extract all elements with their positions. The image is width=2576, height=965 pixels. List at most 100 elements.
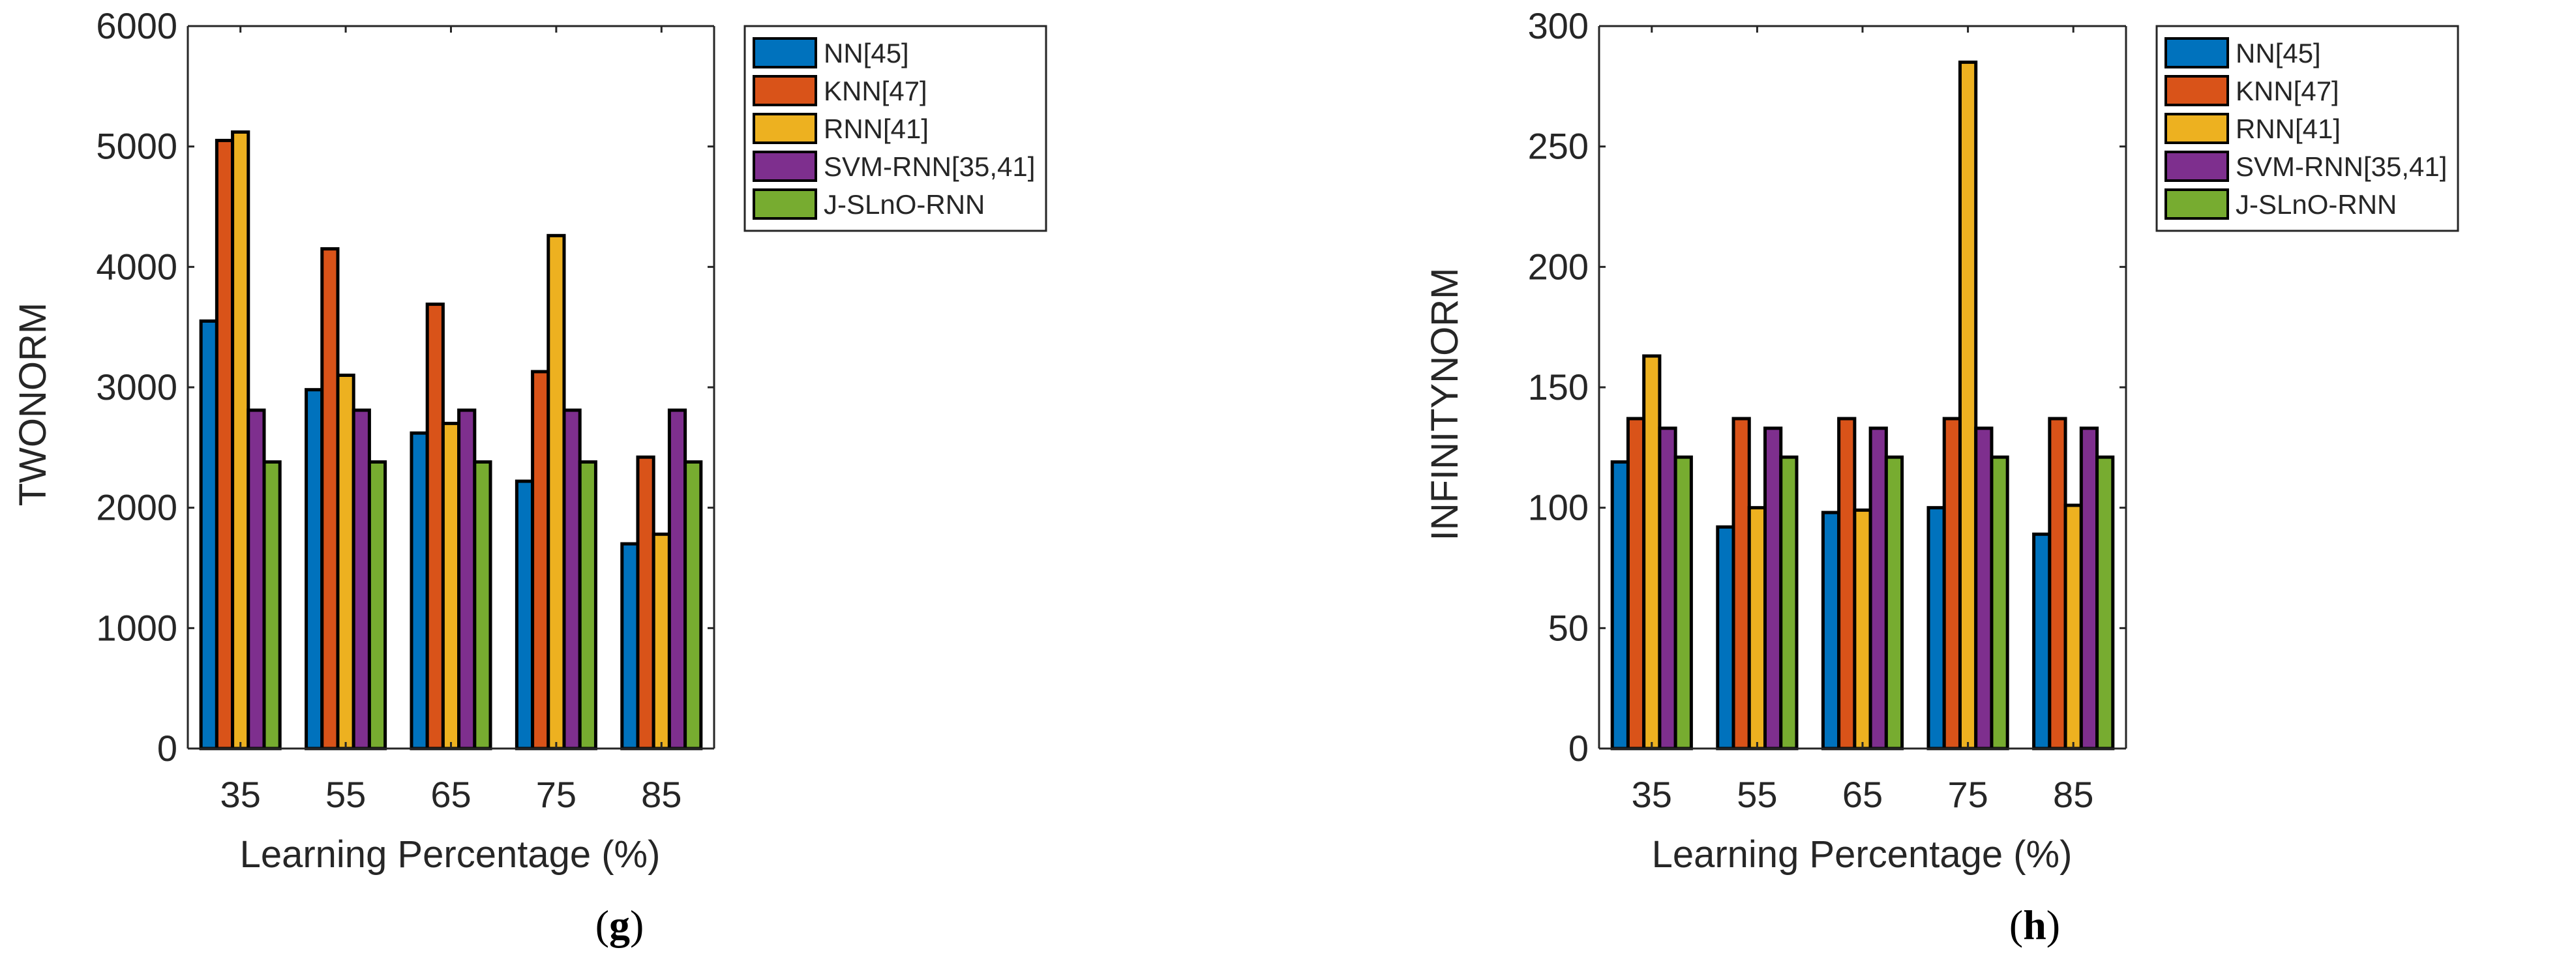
legend-entry: SVM-RNN[35,41]	[2236, 151, 2447, 182]
legend-entry: SVM-RNN[35,41]	[824, 151, 1035, 182]
x-axis-label: Learning Percentage (%)	[1652, 833, 2073, 876]
bar-j-slno-rnn-75	[1990, 455, 2009, 750]
bar-j-slno-rnn-35	[262, 460, 282, 750]
bar-rnn-41--65	[441, 421, 461, 750]
bar-knn-47--85	[2048, 417, 2067, 750]
bar-j-slno-rnn-55	[1779, 455, 1799, 750]
legend-swatch	[2164, 75, 2229, 106]
bar-knn-47--85	[636, 455, 655, 750]
legend-entry: KNN[47]	[824, 76, 927, 106]
bar-svm-rnn-35-41--65	[457, 408, 477, 750]
bar-knn-47--55	[320, 247, 340, 750]
bar-knn-47--75	[531, 370, 550, 750]
x-tick-label: 75	[536, 774, 577, 815]
legend-entry: NN[45]	[824, 38, 909, 68]
legend-swatch	[753, 113, 817, 144]
x-tick-label: 35	[1632, 774, 1672, 815]
y-axis-label: TWONORM	[12, 303, 54, 507]
legend-swatch	[2164, 37, 2229, 68]
y-tick-label: 50	[1548, 607, 1589, 648]
bar-rnn-41--85	[651, 532, 671, 750]
bar-rnn-41--35	[231, 130, 250, 750]
bar-nn-45--55	[1716, 525, 1735, 750]
legend-entry: NN[45]	[2236, 38, 2321, 68]
y-tick-label: 0	[1568, 728, 1589, 769]
bar-rnn-41--65	[1853, 508, 1872, 750]
bar-nn-45--85	[2032, 532, 2052, 750]
bar-j-slno-rnn-65	[1884, 455, 1904, 750]
bar-svm-rnn-35-41--55	[352, 408, 371, 750]
y-tick-label: 1000	[96, 607, 177, 648]
legend-entry: J-SLnO-RNN	[2236, 189, 2397, 220]
bar-svm-rnn-35-41--75	[1974, 426, 1994, 750]
legend-swatch	[753, 151, 817, 182]
bar-knn-47--35	[215, 138, 235, 750]
legend-entry: RNN[41]	[2236, 113, 2341, 144]
x-tick-label: 55	[1737, 774, 1777, 815]
bar-knn-47--35	[1626, 417, 1646, 750]
legend-entry: J-SLnO-RNN	[824, 189, 985, 220]
bar-knn-47--65	[425, 303, 445, 750]
y-tick-label: 250	[1528, 126, 1589, 167]
bar-svm-rnn-35-41--35	[1658, 426, 1677, 750]
bar-j-slno-rnn-85	[683, 460, 703, 750]
x-tick-label: 85	[2053, 774, 2093, 815]
y-tick-label: 100	[1528, 487, 1589, 528]
bar-rnn-41--35	[1642, 354, 1662, 750]
bar-nn-45--75	[515, 479, 535, 750]
bar-rnn-41--55	[336, 374, 355, 750]
x-tick-label: 65	[430, 774, 471, 815]
x-tick-label: 35	[220, 774, 261, 815]
bar-knn-47--55	[1731, 417, 1751, 750]
panel-label: (h)	[2009, 902, 2060, 948]
legend-entry: RNN[41]	[824, 113, 929, 144]
bar-nn-45--35	[1610, 460, 1630, 750]
bar-svm-rnn-35-41--35	[247, 408, 266, 750]
bar-svm-rnn-35-41--75	[562, 408, 582, 750]
bar-rnn-41--75	[547, 233, 566, 750]
bar-knn-47--75	[1942, 417, 1962, 750]
legend-swatch	[753, 75, 817, 106]
legend-swatch	[2164, 151, 2229, 182]
legend-swatch	[2164, 188, 2229, 220]
bar-svm-rnn-35-41--55	[1763, 426, 1783, 750]
x-tick-label: 65	[1842, 774, 1883, 815]
bar-svm-rnn-35-41--85	[667, 408, 687, 750]
bar-nn-45--85	[620, 542, 640, 750]
y-tick-label: 0	[157, 728, 177, 769]
bar-j-slno-rnn-65	[473, 460, 492, 750]
y-tick-label: 200	[1528, 246, 1589, 287]
y-tick-label: 300	[1528, 5, 1589, 46]
bar-knn-47--65	[1837, 417, 1857, 750]
legend: NN[45] KNN[47] RNN[41] SVM-RNN[35,41] J-SLnO…	[743, 25, 1047, 232]
x-tick-label: 75	[1947, 774, 1988, 815]
legend: NN[45] KNN[47] RNN[41] SVM-RNN[35,41] J-SLnO…	[2155, 25, 2459, 232]
legend-swatch	[2164, 113, 2229, 144]
bar-j-slno-rnn-75	[578, 460, 597, 750]
bar-nn-45--55	[305, 388, 324, 750]
legend-swatch	[753, 37, 817, 68]
bar-nn-45--75	[1926, 506, 1946, 750]
bar-rnn-41--55	[1747, 506, 1767, 750]
y-tick-label: 150	[1528, 366, 1589, 408]
bar-svm-rnn-35-41--65	[1868, 426, 1888, 750]
y-tick-label: 3000	[96, 366, 177, 408]
x-axis-label: Learning Percentage (%)	[240, 833, 661, 876]
panel-label: (g)	[595, 902, 644, 948]
x-tick-label: 55	[325, 774, 366, 815]
legend-entry: KNN[47]	[2236, 76, 2339, 106]
bar-rnn-41--85	[2063, 503, 2083, 750]
bar-nn-45--65	[1821, 511, 1841, 750]
y-tick-label: 4000	[96, 246, 177, 287]
y-tick-label: 6000	[96, 5, 177, 46]
x-tick-label: 85	[641, 774, 681, 815]
bar-rnn-41--75	[1958, 60, 1978, 750]
bar-svm-rnn-35-41--85	[2079, 426, 2099, 750]
y-tick-label: 2000	[96, 487, 177, 528]
bar-nn-45--65	[410, 431, 429, 750]
y-tick-label: 5000	[96, 126, 177, 167]
y-axis-label: INFINITYNORM	[1424, 268, 1466, 541]
bar-j-slno-rnn-55	[367, 460, 387, 750]
chart-panel-g: TWONORM Learning Percentage (%) (g) 0 100…	[12, 5, 1047, 948]
